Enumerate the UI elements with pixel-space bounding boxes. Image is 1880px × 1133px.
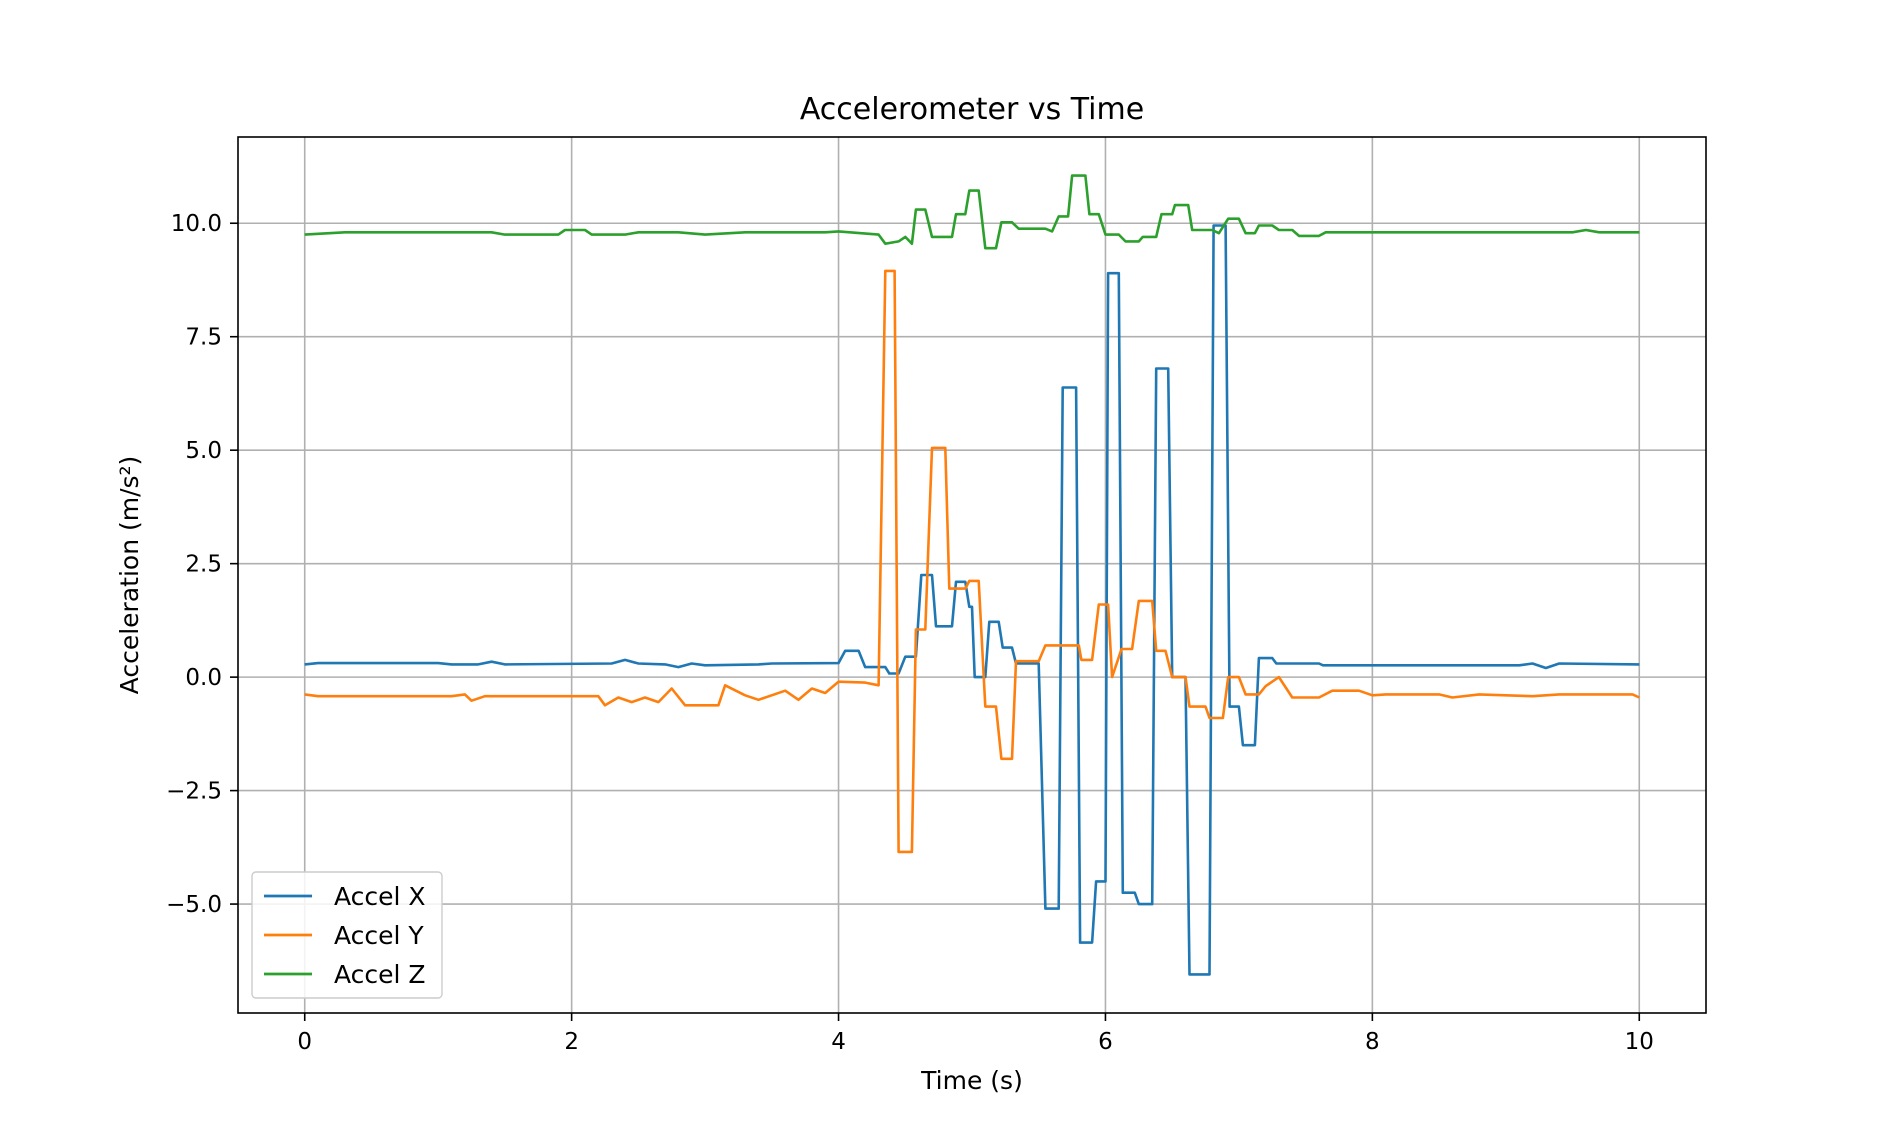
grid-layer	[238, 137, 1706, 1013]
series-line-accel-x	[304, 224, 1640, 976]
y-tick-label: −2.5	[166, 779, 222, 805]
legend-box	[251, 871, 443, 999]
legend-label: Accel X	[334, 882, 426, 911]
y-tick-label: 10.0	[171, 211, 222, 237]
x-tick-label: 10	[1625, 1029, 1654, 1055]
x-tick-label: 8	[1365, 1029, 1380, 1055]
series-line-accel-y	[304, 269, 1640, 854]
plot-frame	[237, 136, 1707, 1014]
x-tick-label: 4	[831, 1029, 846, 1055]
chart-title: Accelerometer vs Time	[800, 92, 1144, 127]
y-tick-label: −5.0	[166, 892, 222, 918]
x-tick-label: 0	[297, 1029, 312, 1055]
series-layer	[304, 174, 1640, 976]
y-tick-label: 2.5	[185, 552, 222, 578]
legend-label: Accel Z	[334, 960, 426, 989]
tick-layer: 0 2 4 6 8 10 −5.0 −2.5 0.0 2.5 5.0 7.5 10.0	[166, 211, 1654, 1055]
y-axis-label: Acceleration (m/s²)	[115, 456, 144, 695]
legend: Accel X Accel Y Accel Z	[251, 871, 443, 999]
legend-label: Accel Y	[334, 921, 424, 950]
x-tick-label: 2	[564, 1029, 579, 1055]
x-axis-label: Time (s)	[920, 1066, 1023, 1095]
x-tick-label: 6	[1098, 1029, 1113, 1055]
y-tick-label: 5.0	[185, 438, 222, 464]
series-line-accel-z	[304, 174, 1640, 250]
y-tick-label: 7.5	[185, 325, 222, 351]
y-tick-label: 0.0	[185, 665, 222, 691]
